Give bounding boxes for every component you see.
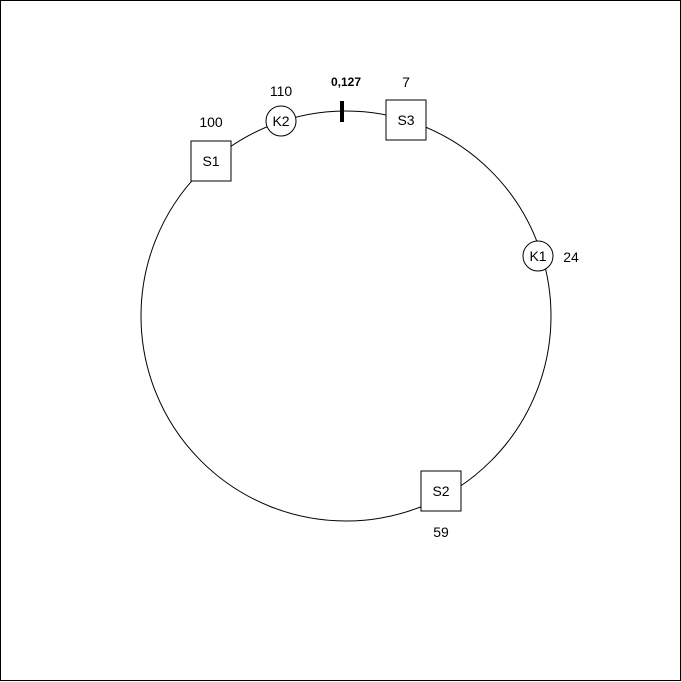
server-node-s3[interactable]: S3	[385, 99, 427, 141]
ring-origin-label: 0,127	[331, 75, 361, 89]
key-position-k1: 24	[563, 249, 579, 265]
server-label-s3: S3	[397, 112, 414, 128]
server-node-s2[interactable]: S2	[420, 470, 462, 512]
server-position-s1: 100	[199, 114, 223, 130]
key-node-k2[interactable]: K2	[265, 105, 297, 137]
hash-ring	[140, 110, 552, 522]
server-position-s2: 59	[433, 524, 449, 540]
key-node-k1[interactable]: K1	[522, 240, 554, 272]
server-label-s2: S2	[432, 483, 449, 499]
server-position-s3: 7	[402, 74, 410, 90]
key-label-k1: K1	[529, 248, 546, 264]
server-node-s1[interactable]: S1	[190, 140, 232, 182]
key-label-k2: K2	[272, 113, 289, 129]
server-label-s1: S1	[202, 153, 219, 169]
key-position-k2: 110	[270, 83, 293, 99]
